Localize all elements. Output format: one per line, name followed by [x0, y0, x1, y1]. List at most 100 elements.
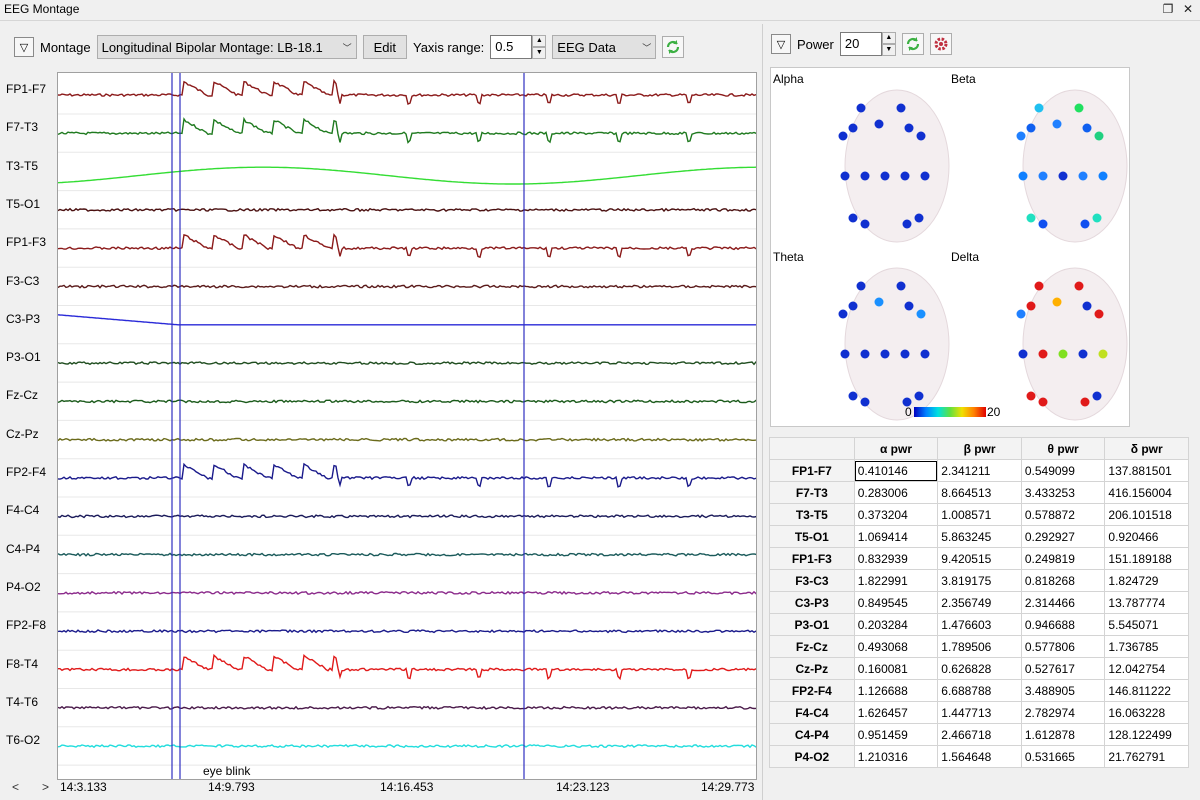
table-cell[interactable]: 3.488905 [1021, 680, 1105, 702]
spin-down-icon[interactable]: ▼ [532, 47, 546, 59]
table-cell[interactable]: 0.410146 [854, 460, 938, 482]
edit-button[interactable]: Edit [363, 35, 407, 59]
table-cell[interactable]: 5.863245 [938, 526, 1022, 548]
collapse-triangle-icon[interactable]: ▽ [771, 34, 791, 54]
collapse-triangle-icon[interactable]: ▽ [14, 37, 34, 57]
table-cell[interactable]: 1.476603 [938, 614, 1022, 636]
table-cell[interactable]: 21.762791 [1105, 746, 1189, 768]
table-row[interactable]: FP1-F7 0.410146 2.341211 0.549099 137.881501 [770, 460, 1189, 482]
restore-icon[interactable]: ❐ [1160, 1, 1176, 17]
table-cell[interactable]: 12.042754 [1105, 658, 1189, 680]
table-cell[interactable]: 0.951459 [854, 724, 938, 746]
row-header[interactable]: F4-C4 [770, 702, 855, 724]
table-cell[interactable]: 0.626828 [938, 658, 1022, 680]
table-cell[interactable]: 0.160081 [854, 658, 938, 680]
table-row[interactable]: FP2-F4 1.126688 6.688788 3.488905 146.811222 [770, 680, 1189, 702]
table-cell[interactable]: 2.314466 [1021, 592, 1105, 614]
row-header[interactable]: T3-T5 [770, 504, 855, 526]
table-row[interactable]: T5-O1 1.069414 5.863245 0.292927 0.920466 [770, 526, 1189, 548]
row-header[interactable]: FP1-F3 [770, 548, 855, 570]
table-cell[interactable]: 3.819175 [938, 570, 1022, 592]
table-row[interactable]: Fz-Cz 0.493068 1.789506 0.577806 1.736785 [770, 636, 1189, 658]
column-header[interactable]: θ pwr [1021, 438, 1105, 460]
refresh-button[interactable] [662, 36, 684, 58]
yaxis-spinbox[interactable]: 0.5 ▲ ▼ [490, 35, 546, 59]
settings-button[interactable] [930, 33, 952, 55]
table-cell[interactable]: 2.782974 [1021, 702, 1105, 724]
table-cell[interactable]: 13.787774 [1105, 592, 1189, 614]
table-cell[interactable]: 1.736785 [1105, 636, 1189, 658]
spin-up-icon[interactable]: ▲ [882, 32, 896, 44]
row-header[interactable]: F7-T3 [770, 482, 855, 504]
table-row[interactable]: T3-T5 0.373204 1.008571 0.578872 206.101518 [770, 504, 1189, 526]
table-cell[interactable]: 0.849545 [854, 592, 938, 614]
table-row[interactable]: P3-O1 0.203284 1.476603 0.946688 5.545071 [770, 614, 1189, 636]
table-cell[interactable]: 0.946688 [1021, 614, 1105, 636]
table-cell[interactable]: 6.688788 [938, 680, 1022, 702]
prev-page-icon[interactable]: < [12, 780, 19, 794]
table-cell[interactable]: 5.545071 [1105, 614, 1189, 636]
next-page-icon[interactable]: > [42, 780, 49, 794]
column-header[interactable]: δ pwr [1105, 438, 1189, 460]
row-header[interactable]: C4-P4 [770, 724, 855, 746]
table-cell[interactable]: 1.824729 [1105, 570, 1189, 592]
column-header[interactable]: α pwr [854, 438, 938, 460]
table-cell[interactable]: 0.527617 [1021, 658, 1105, 680]
table-row[interactable]: F3-C3 1.822991 3.819175 0.818268 1.824729 [770, 570, 1189, 592]
table-cell[interactable]: 1.564648 [938, 746, 1022, 768]
table-cell[interactable]: 0.818268 [1021, 570, 1105, 592]
table-cell[interactable]: 9.420515 [938, 548, 1022, 570]
source-select[interactable]: EEG Data ﹀ [552, 35, 656, 59]
table-cell[interactable]: 0.832939 [854, 548, 938, 570]
table-cell[interactable]: 0.249819 [1021, 548, 1105, 570]
table-cell[interactable]: 151.189188 [1105, 548, 1189, 570]
table-cell[interactable]: 3.433253 [1021, 482, 1105, 504]
table-cell[interactable]: 1.626457 [854, 702, 938, 724]
table-cell[interactable]: 2.466718 [938, 724, 1022, 746]
row-header[interactable]: C3-P3 [770, 592, 855, 614]
row-header[interactable]: FP1-F7 [770, 460, 855, 482]
table-cell[interactable]: 416.156004 [1105, 482, 1189, 504]
table-cell[interactable]: 16.063228 [1105, 702, 1189, 724]
row-header[interactable]: FP2-F4 [770, 680, 855, 702]
table-cell[interactable]: 0.577806 [1021, 636, 1105, 658]
table-cell[interactable]: 1.789506 [938, 636, 1022, 658]
table-cell[interactable]: 0.531665 [1021, 746, 1105, 768]
table-cell[interactable]: 0.292927 [1021, 526, 1105, 548]
table-cell[interactable]: 0.203284 [854, 614, 938, 636]
power-spinbox[interactable]: 20 ▲ ▼ [840, 32, 896, 56]
row-header[interactable]: P4-O2 [770, 746, 855, 768]
table-cell[interactable]: 1.210316 [854, 746, 938, 768]
power-refresh-button[interactable] [902, 33, 924, 55]
table-cell[interactable]: 0.283006 [854, 482, 938, 504]
yaxis-value[interactable]: 0.5 [490, 35, 532, 59]
table-cell[interactable]: 2.341211 [938, 460, 1022, 482]
table-cell[interactable]: 137.881501 [1105, 460, 1189, 482]
table-cell[interactable]: 0.578872 [1021, 504, 1105, 526]
table-cell[interactable]: 8.664513 [938, 482, 1022, 504]
table-cell[interactable]: 1.069414 [854, 526, 938, 548]
row-header[interactable]: P3-O1 [770, 614, 855, 636]
table-cell[interactable]: 1.447713 [938, 702, 1022, 724]
spin-up-icon[interactable]: ▲ [532, 35, 546, 47]
spin-down-icon[interactable]: ▼ [882, 44, 896, 56]
table-cell[interactable]: 0.549099 [1021, 460, 1105, 482]
table-row[interactable]: C4-P4 0.951459 2.466718 1.612878 128.122499 [770, 724, 1189, 746]
row-header[interactable]: Fz-Cz [770, 636, 855, 658]
power-value[interactable]: 20 [840, 32, 882, 56]
table-row[interactable]: P4-O2 1.210316 1.564648 0.531665 21.762791 [770, 746, 1189, 768]
table-row[interactable]: FP1-F3 0.832939 9.420515 0.249819 151.189188 [770, 548, 1189, 570]
table-row[interactable]: F4-C4 1.626457 1.447713 2.782974 16.063228 [770, 702, 1189, 724]
table-cell[interactable]: 1.612878 [1021, 724, 1105, 746]
row-header[interactable]: F3-C3 [770, 570, 855, 592]
table-row[interactable]: F7-T3 0.283006 8.664513 3.433253 416.156004 [770, 482, 1189, 504]
table-cell[interactable]: 128.122499 [1105, 724, 1189, 746]
table-cell[interactable]: 146.811222 [1105, 680, 1189, 702]
table-cell[interactable]: 1.822991 [854, 570, 938, 592]
close-icon[interactable]: ✕ [1180, 1, 1196, 17]
table-cell[interactable]: 0.920466 [1105, 526, 1189, 548]
column-header[interactable]: β pwr [938, 438, 1022, 460]
table-row[interactable]: Cz-Pz 0.160081 0.626828 0.527617 12.042754 [770, 658, 1189, 680]
row-header[interactable]: Cz-Pz [770, 658, 855, 680]
table-row[interactable]: C3-P3 0.849545 2.356749 2.314466 13.787774 [770, 592, 1189, 614]
